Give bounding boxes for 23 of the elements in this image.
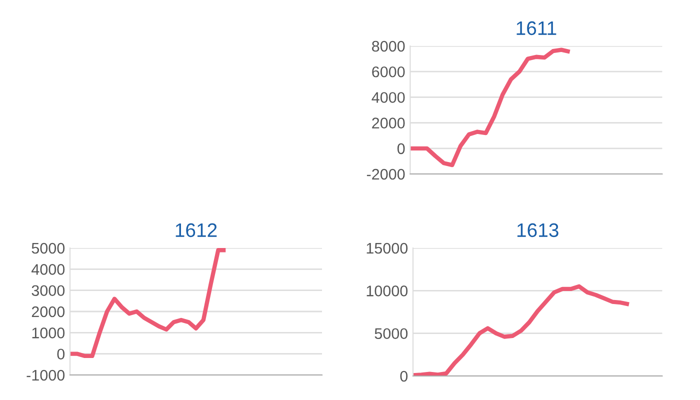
y-tick-label: 1000	[32, 328, 65, 338]
y-tick-label: 2000	[32, 306, 65, 318]
line-series	[70, 248, 228, 358]
y-tick-label: 0	[57, 348, 65, 360]
y-tick-label: 15000	[366, 242, 408, 254]
y-tick-label: 3000	[32, 285, 65, 296]
y-tick-label: 6000	[372, 66, 405, 78]
y-tick-label: 5000	[32, 242, 65, 254]
y-tick-label: 4000	[372, 92, 405, 103]
y-tick-label: -1000	[26, 370, 65, 381]
chart-title: 1611	[516, 21, 556, 36]
y-tick-label: 0	[397, 143, 405, 154]
y-tick-label: 10000	[366, 286, 408, 296]
line-series	[413, 284, 632, 376]
y-tick-label: 2000	[372, 118, 405, 128]
chart-title: 1613	[517, 223, 558, 238]
y-tick-label: 0	[400, 370, 408, 382]
line-series	[410, 48, 572, 168]
chart-title: 1612	[176, 223, 217, 238]
y-tick-label: 5000	[374, 328, 408, 340]
y-tick-label: 4000	[32, 264, 65, 275]
y-tick-label: 8000	[372, 40, 405, 52]
y-tick-label: -2000	[366, 168, 405, 180]
